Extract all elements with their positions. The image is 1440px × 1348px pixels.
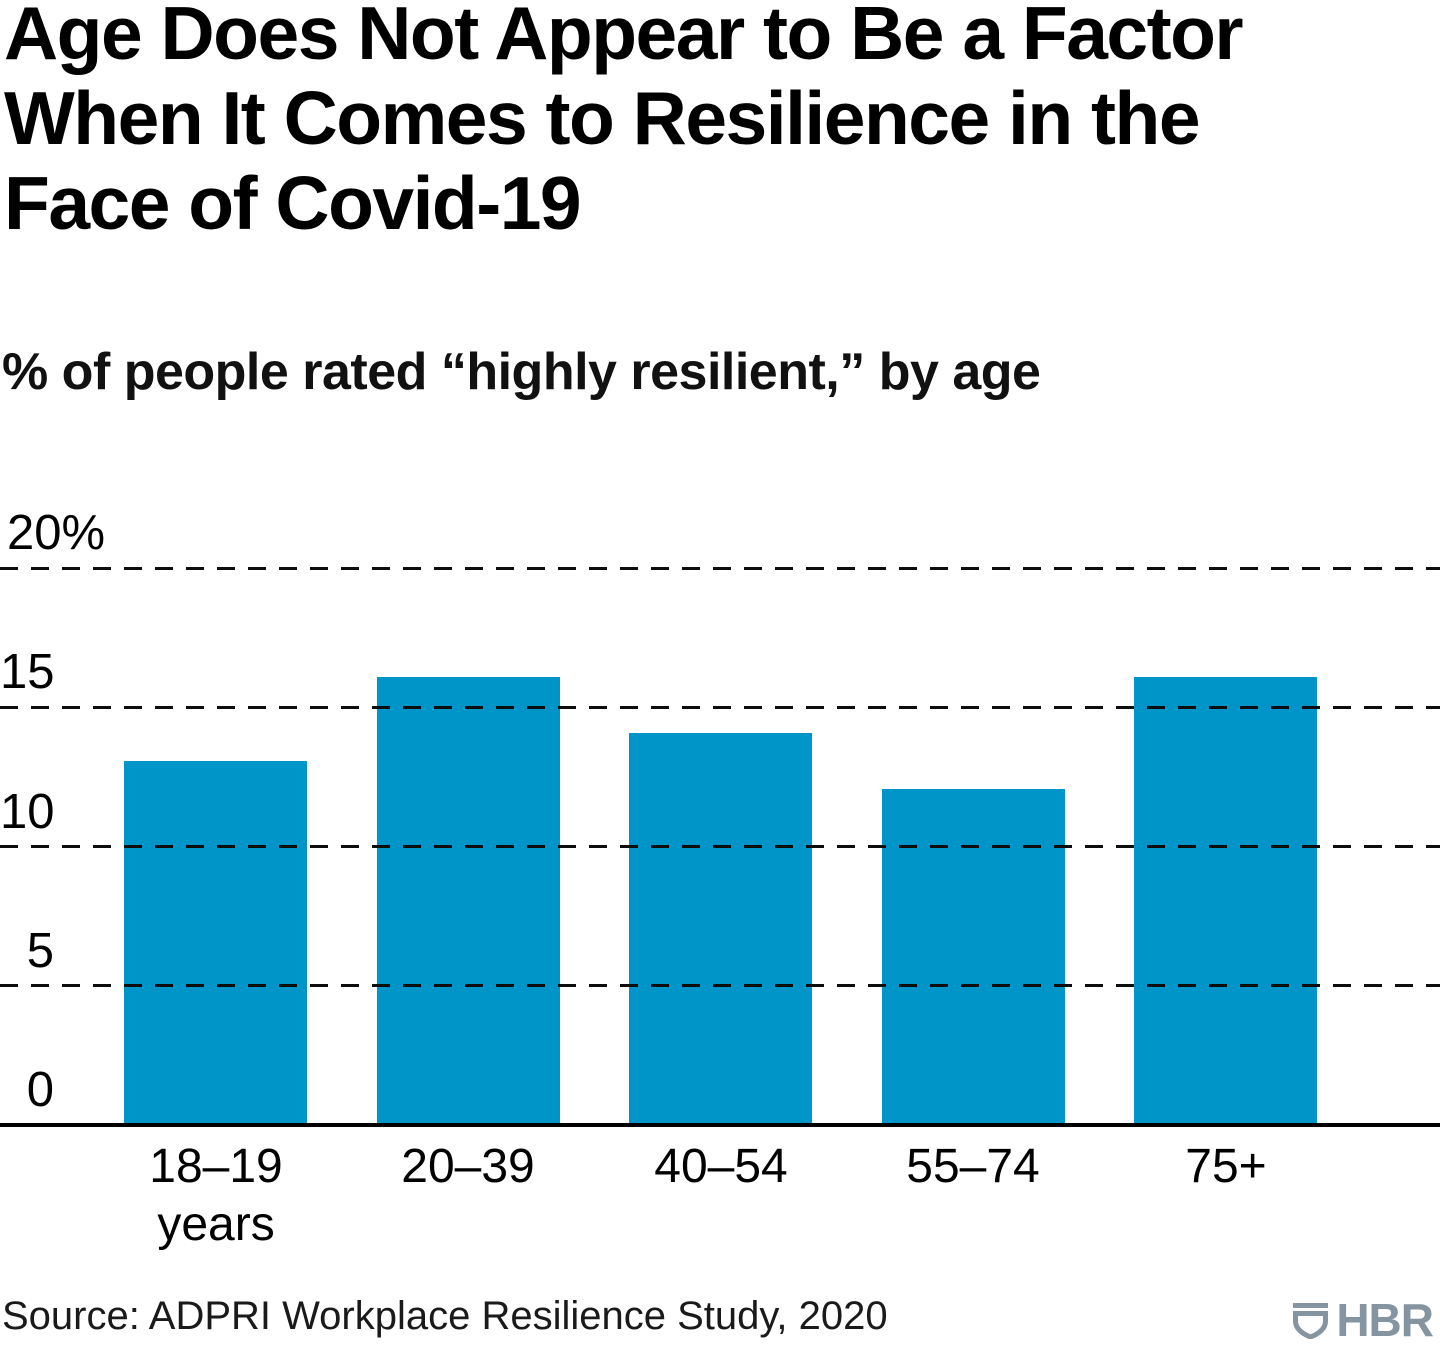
bar-40–54 bbox=[629, 733, 812, 1123]
x-tick-label-40–54: 40–54 bbox=[595, 1138, 847, 1196]
y-tick-label-0: 0 bbox=[26, 1063, 54, 1117]
hbr-shield-icon bbox=[1293, 1303, 1329, 1339]
title-line-3: Face of Covid-19 bbox=[4, 161, 582, 245]
x-axis-line bbox=[0, 1123, 1440, 1127]
x-tick-label-18–19 years: 18–19 years bbox=[90, 1138, 342, 1254]
x-tick-label-line: 40–54 bbox=[654, 1140, 788, 1193]
x-tick-label-line: 55–74 bbox=[906, 1140, 1040, 1193]
x-tick-label-line: 18–19 bbox=[149, 1140, 283, 1193]
source-note: Source: ADPRI Workplace Resilience Study… bbox=[2, 1294, 888, 1338]
y-tick-label-20: 20% bbox=[7, 506, 106, 560]
gridline-5 bbox=[0, 984, 1440, 988]
hbr-logo: HBR bbox=[1292, 1294, 1434, 1346]
y-tick-label-10: 10 bbox=[0, 784, 55, 839]
chart-title: Age Does Not Appear to Be a Factor When … bbox=[4, 0, 1244, 246]
gridline-20 bbox=[0, 566, 1440, 570]
x-tick-label-55–74: 55–74 bbox=[847, 1138, 1099, 1196]
x-tick-label-line: 75+ bbox=[1185, 1140, 1267, 1193]
title-line-2: When It Comes to Resilience in the bbox=[4, 76, 1201, 160]
x-tick-label-line: years bbox=[157, 1198, 275, 1251]
y-tick-label-15: 15 bbox=[0, 645, 55, 700]
bar-75+ bbox=[1134, 677, 1317, 1123]
bar-18–19 years bbox=[124, 761, 307, 1123]
x-tick-label-line: 20–39 bbox=[401, 1140, 535, 1193]
x-tick-label-75+: 75+ bbox=[1100, 1138, 1352, 1196]
bar-20–39 bbox=[377, 677, 560, 1123]
bar-55–74 bbox=[882, 789, 1065, 1123]
title-line-1: Age Does Not Appear to Be a Factor bbox=[4, 0, 1244, 75]
x-tick-label-20–39: 20–39 bbox=[342, 1138, 594, 1196]
chart-subtitle: % of people rated “highly resilient,” by… bbox=[2, 343, 1041, 401]
gridline-10 bbox=[0, 845, 1440, 848]
y-tick-label-5: 5 bbox=[26, 923, 54, 978]
hbr-logo-text: HBR bbox=[1336, 1294, 1434, 1346]
gridline-15 bbox=[0, 705, 1440, 709]
